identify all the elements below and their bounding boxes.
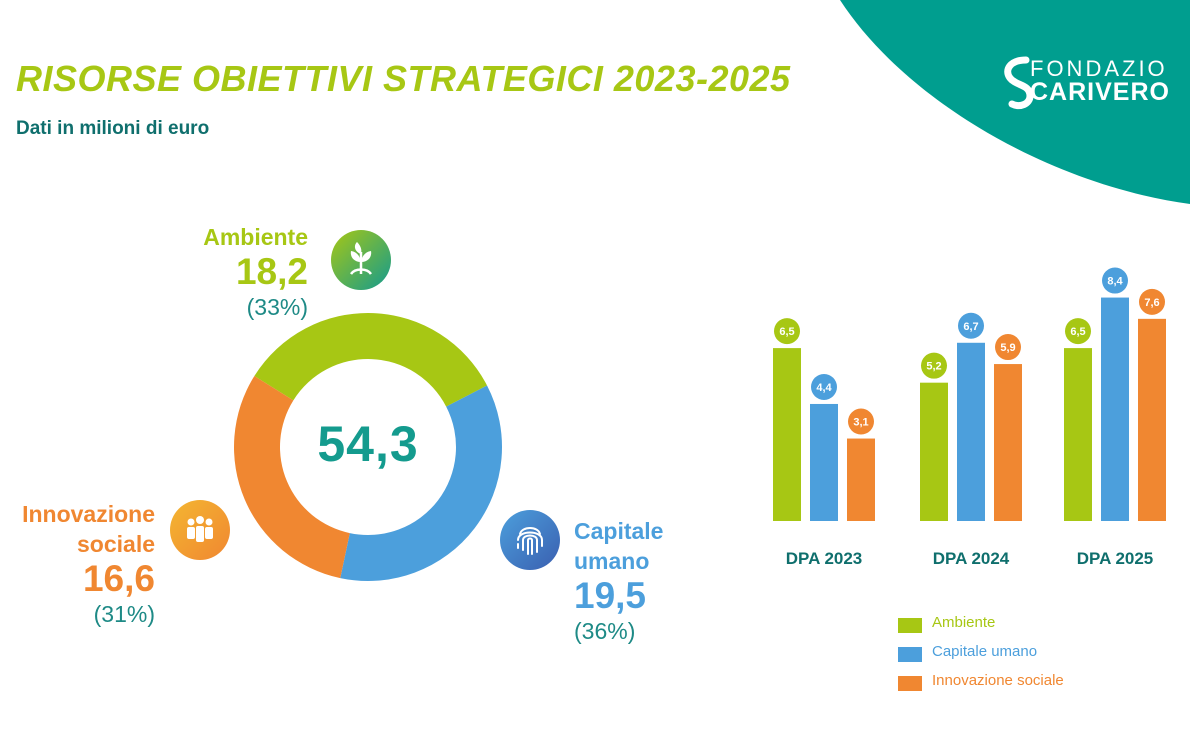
label-ambiente: Ambiente 18,2 (33%) — [176, 222, 308, 322]
bar-value-label: 6,5 — [779, 326, 794, 338]
label-innovazione-value: 16,6 — [82, 558, 155, 599]
bar-value-badge — [848, 408, 874, 435]
bar-capitale-umano-1 — [810, 403, 838, 521]
legend-swatch — [898, 618, 922, 633]
bar-innovazione-sociale-1 — [847, 438, 875, 521]
legend-label: Capitale umano — [932, 643, 1038, 660]
people-icon — [170, 500, 230, 560]
bar-capitale-umano-2 — [957, 342, 985, 521]
bar-value-label: 5,9 — [1000, 342, 1015, 354]
fingerprint-icon — [500, 510, 560, 570]
label-capitale-pct: (36%) — [574, 618, 636, 644]
legend-swatch — [898, 676, 922, 691]
logo-text-top: FONDAZIO — [1030, 56, 1168, 81]
leaf-icon — [331, 230, 391, 290]
label-innovazione-name-2: sociale — [77, 531, 155, 557]
bar-value-badge — [958, 312, 984, 339]
bar-value-badge — [1102, 267, 1128, 294]
bar-value-badge — [1065, 318, 1091, 345]
bar-value-badge — [774, 318, 800, 345]
bar-value-label: 6,5 — [1070, 326, 1085, 338]
page-subtitle: Dati in milioni di euro — [16, 118, 210, 139]
legend-swatch — [898, 647, 922, 662]
page-title: RISORSE OBIETTIVI STRATEGICI 2023-2025 — [16, 58, 791, 99]
bar-value-label: 8,4 — [1107, 276, 1123, 288]
label-capitale-name-2: umano — [574, 548, 650, 574]
legend-label: Innovazione sociale — [932, 672, 1064, 689]
logo-text-bottom: CARIVERO — [1030, 78, 1170, 106]
label-capitale-name-1: Capitale — [574, 518, 664, 544]
label-ambiente-pct: (33%) — [246, 294, 308, 320]
bar-value-label: 7,6 — [1144, 297, 1159, 309]
donut-total: 54,3 — [317, 416, 419, 472]
logo: FONDAZIO CARIVERO — [1000, 54, 1190, 114]
bar-value-label: 3,1 — [853, 417, 868, 429]
label-ambiente-value: 18,2 — [235, 251, 308, 292]
x-tick-label: DPA 2024 — [932, 549, 1010, 568]
donut-segment-ambiente — [254, 313, 488, 407]
bar-value-badge — [1139, 288, 1165, 315]
bar-ambiente-3 — [1064, 348, 1092, 521]
bar-value-label: 4,4 — [816, 382, 832, 394]
x-tick-label: DPA 2023 — [785, 549, 863, 568]
label-innovazione-name-1: Innovazione — [22, 501, 155, 527]
donut-segment-capitale — [340, 385, 502, 581]
label-capitale-value: 19,5 — [574, 575, 647, 616]
label-innovazione: Innovazione sociale 16,6 (31%) — [0, 499, 155, 629]
label-ambiente-name: Ambiente — [203, 224, 308, 250]
bar-innovazione-sociale-3 — [1138, 318, 1166, 521]
bar-ambiente-1 — [773, 348, 801, 521]
bar-innovazione-sociale-2 — [994, 364, 1022, 521]
label-innovazione-pct: (31%) — [93, 601, 155, 627]
legend-label: Ambiente — [932, 614, 996, 631]
bar-capitale-umano-3 — [1101, 297, 1129, 521]
bar-value-badge — [921, 352, 947, 379]
donut-segment-innovazione — [234, 375, 350, 579]
x-tick-label: DPA 2025 — [1076, 549, 1154, 568]
label-capitale: Capitale umano 19,5 (36%) — [574, 516, 694, 646]
bar-value-label: 6,7 — [963, 321, 978, 333]
bar-value-label: 5,2 — [926, 361, 941, 373]
bar-ambiente-2 — [920, 382, 948, 521]
logo-mark-icon — [1004, 56, 1034, 110]
bar-value-badge — [995, 334, 1021, 361]
bar-value-badge — [811, 373, 837, 400]
